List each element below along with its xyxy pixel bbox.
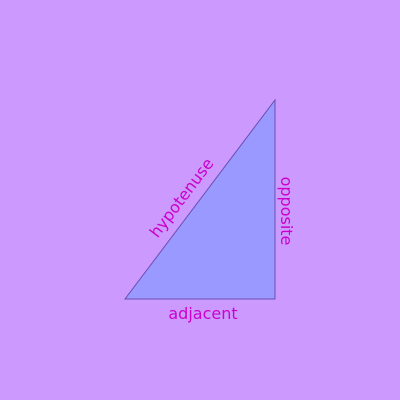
opposite-label: opposite bbox=[277, 177, 296, 246]
right-triangle bbox=[123, 98, 276, 300]
adjacent-label: adjacent bbox=[168, 304, 237, 323]
